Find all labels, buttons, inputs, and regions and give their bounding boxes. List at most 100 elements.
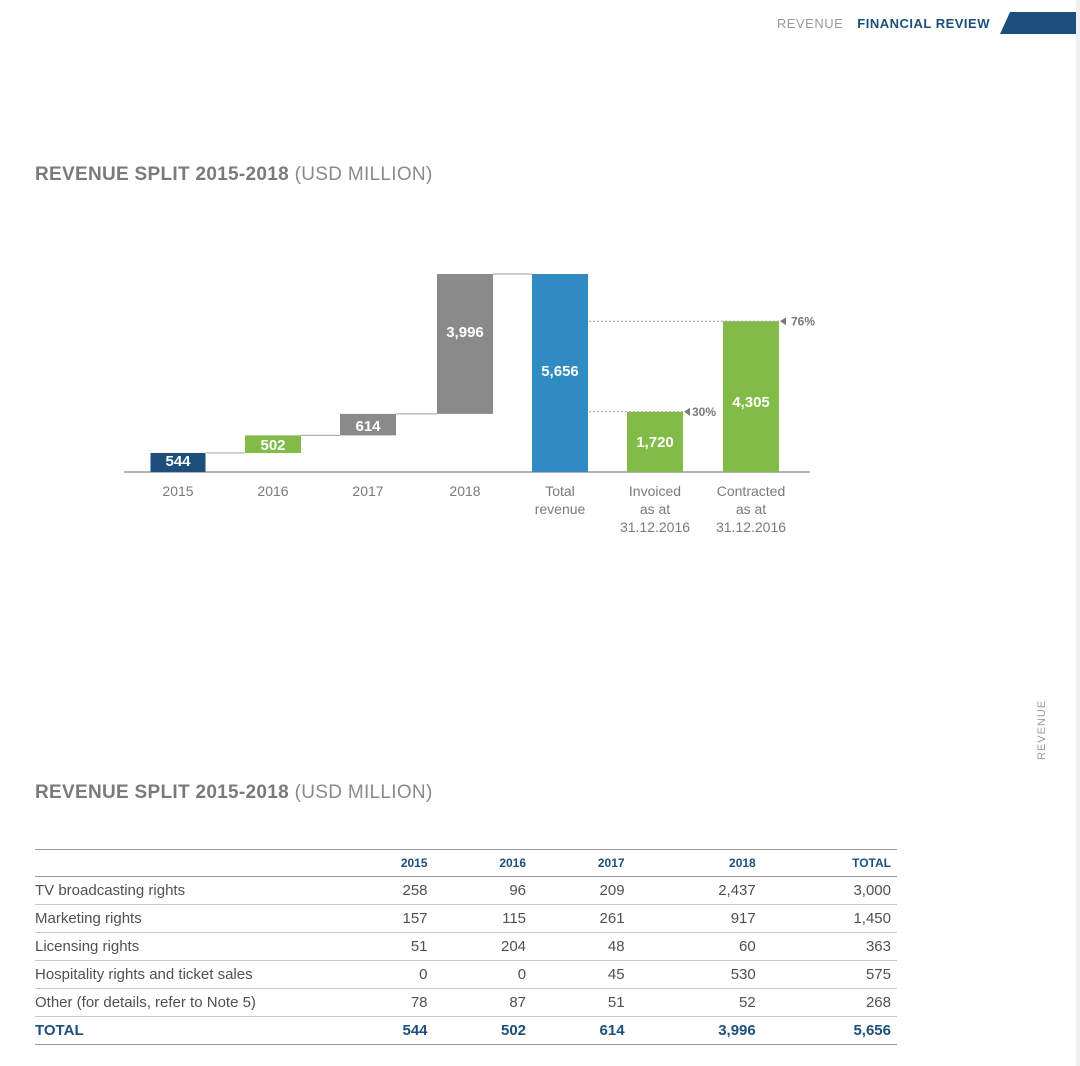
table-cell: 530 [630,960,762,989]
page-header: REVENUE FINANCIAL REVIEW [777,12,1080,34]
table-cell: 1,450 [761,904,897,933]
bar-value-label: 5,656 [541,363,579,380]
revenue-table: 2015 2016 2017 2018 TOTAL TV broadcastin… [35,849,897,1045]
section-label: REVENUE [776,15,844,31]
table-cell: 96 [433,876,533,905]
table-cell: 45 [532,960,631,989]
category-tick-line: as at [640,501,670,517]
bar-value-label: 614 [355,418,381,435]
table-cell: 209 [532,876,631,905]
table-header-cell: 2016 [433,849,533,877]
table-cell: 502 [433,1016,533,1045]
table-cell: 0 [433,960,533,989]
table-cell: 48 [532,932,631,961]
category-tick-line: Invoiced [629,483,681,499]
bar-value-label: 4,305 [732,394,770,411]
table-cell: 614 [532,1016,631,1045]
table-title: REVENUE SPLIT 2015-2018 (USD MILLION) [35,782,433,804]
waterfall-chart: 544 502 614 3,996 5,656 1,720 4,305 30% 76% 2015 2… [124,273,815,535]
table-cell: 51 [532,988,631,1017]
category-tick-line: 2016 [257,483,288,499]
page-edge [1076,0,1080,1066]
category-tick-label: 2015 [162,483,193,499]
table-header-cell: TOTAL [761,849,897,877]
category-tick-label: Total revenue [535,483,586,517]
bar-value-label: 502 [260,437,285,454]
category-tick-line: Total [545,483,575,499]
category-tick-label: 2017 [352,483,383,499]
category-tick-label: Contracted as at 31.12.2016 [716,483,786,535]
table-cell: 261 [532,904,631,933]
table-title-unit: (USD MILLION) [294,782,433,803]
side-section-label: REVENUE [1036,699,1048,760]
table-cell: 115 [433,904,533,933]
row-label: Hospitality rights and ticket sales [35,960,335,989]
table-cell: 3,000 [761,876,897,905]
table-cell: 78 [335,988,434,1017]
table-cell: 52 [630,988,762,1017]
bar-2018 [437,274,493,414]
row-label: TV broadcasting rights [35,876,335,905]
bar-2017 [340,413,396,436]
row-label: Marketing rights [35,904,335,933]
bar-contracted-as-at-31-12-2016 [723,321,779,472]
bar-value-label: 1,720 [636,434,674,451]
table-cell: 544 [335,1016,434,1045]
chart-title: REVENUE SPLIT 2015-2018 (USD MILLION) [35,164,433,186]
table-header-cell: 2017 [532,849,631,877]
table-cell: 5,656 [761,1016,897,1045]
table-row: Other (for details, refer to Note 5) 78 … [35,988,897,1017]
table-cell: 87 [433,988,533,1017]
header-tab-shape [1000,12,1080,34]
table-row: Hospitality rights and ticket sales 0 0 … [35,960,897,989]
category-tick-line: 2015 [162,483,193,499]
table-title-main: REVENUE SPLIT 2015-2018 [35,782,290,803]
table-row: Licensing rights 51 204 48 60 363 [35,932,897,961]
table-cell: 363 [761,932,897,961]
category-tick-line: 31.12.2016 [716,519,786,535]
table-cell: 2,437 [630,876,762,905]
category-tick-line: revenue [535,501,586,517]
category-tick-label: 2016 [257,483,288,499]
row-label: Other (for details, refer to Note 5) [35,988,335,1017]
annotation-76-percent: 76% [791,314,815,328]
bar-2015 [150,452,206,472]
bar-total-revenue [532,274,588,472]
table-header-cell: 2018 [630,849,762,877]
table-cell: 51 [335,932,434,961]
row-label: TOTAL [35,1016,335,1045]
table-cell: 0 [335,960,434,989]
category-tick-line: 31.12.2016 [620,519,690,535]
bar-2016 [245,435,301,453]
table-cell: 268 [761,988,897,1017]
table-cell: 575 [761,960,897,989]
annotation-arrow-icon [780,317,786,326]
table-row: Marketing rights 157 115 261 917 1,450 [35,904,897,933]
bar-invoiced-as-at-31-12-2016 [627,411,683,472]
row-label: Licensing rights [35,932,335,961]
table-cell: 157 [335,904,434,933]
table-cell: 60 [630,932,762,961]
table-cell: 917 [630,904,762,933]
annotation-30-percent: 30% [692,405,716,419]
category-tick-label: 2018 [449,483,480,499]
category-tick-line: as at [736,501,766,517]
annotation-arrow-icon [684,407,690,416]
table-cell: 204 [433,932,533,961]
bar-value-label: 544 [165,453,191,470]
category-tick-label: Invoiced as at 31.12.2016 [620,483,690,535]
table-header-cell: 2015 [335,849,434,877]
bar-value-label: 3,996 [446,324,484,341]
chart-title-main: REVENUE SPLIT 2015-2018 [35,164,290,185]
category-tick-line: 2017 [352,483,383,499]
chart-title-unit: (USD MILLION) [294,164,433,185]
table-row: TV broadcasting rights 258 96 209 2,437 … [35,876,897,905]
table-total-row: TOTAL 544 502 614 3,996 5,656 [35,1016,897,1045]
table-header-cell [35,849,335,877]
category-tick-line: Contracted [717,483,785,499]
page-label: FINANCIAL REVIEW [857,15,990,31]
table-header-row: 2015 2016 2017 2018 TOTAL [35,849,897,877]
table-cell: 3,996 [630,1016,762,1045]
category-tick-line: 2018 [449,483,480,499]
table-cell: 258 [335,876,434,905]
